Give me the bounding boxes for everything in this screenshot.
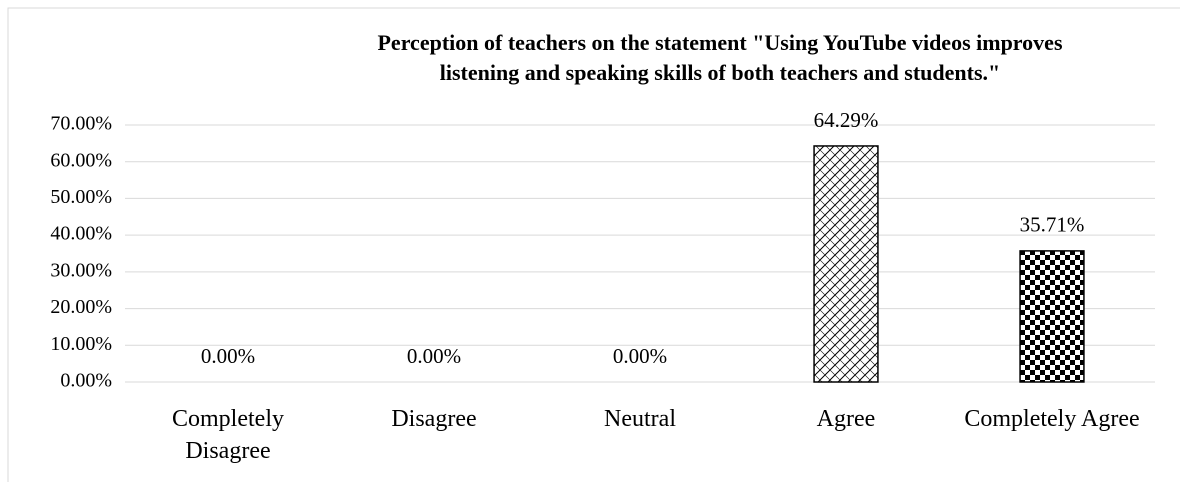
data-label: 0.00%: [201, 344, 255, 368]
y-tick-label: 10.00%: [50, 333, 112, 355]
y-tick-label: 40.00%: [50, 223, 112, 245]
data-label: 0.00%: [407, 344, 461, 368]
x-tick-label-box: Completely Disagree: [172, 406, 284, 464]
y-tick-label: 50.00%: [50, 186, 112, 208]
data-label: 0.00%: [613, 344, 667, 368]
x-tick-label-box: Completely Agree: [964, 406, 1140, 432]
chart-border: [7, 7, 1180, 487]
x-tick-label: Completely Disagree: [172, 406, 284, 464]
y-tick-label: 70.00%: [50, 113, 112, 135]
data-label: 35.71%: [1020, 213, 1085, 237]
y-tick-label: 30.00%: [50, 259, 112, 281]
y-tick-label: 20.00%: [50, 296, 112, 318]
y-tick-label: 0.00%: [60, 370, 112, 392]
x-tick-label: Agree: [816, 406, 876, 432]
x-tick-label: Neutral: [604, 406, 676, 432]
x-tick-label: Disagree: [391, 406, 477, 432]
bar: [1019, 250, 1085, 383]
bar: [813, 145, 879, 383]
chart-title: Perception of teachers on the statement …: [377, 30, 1062, 85]
y-tick-label: 60.00%: [50, 149, 112, 171]
x-tick-label: Completely Agree: [964, 406, 1140, 432]
data-label: 64.29%: [814, 108, 879, 132]
x-tick-label-box: Agree: [816, 406, 876, 432]
x-tick-label-box: Neutral: [604, 406, 676, 432]
x-tick-label-box: Disagree: [391, 406, 477, 432]
